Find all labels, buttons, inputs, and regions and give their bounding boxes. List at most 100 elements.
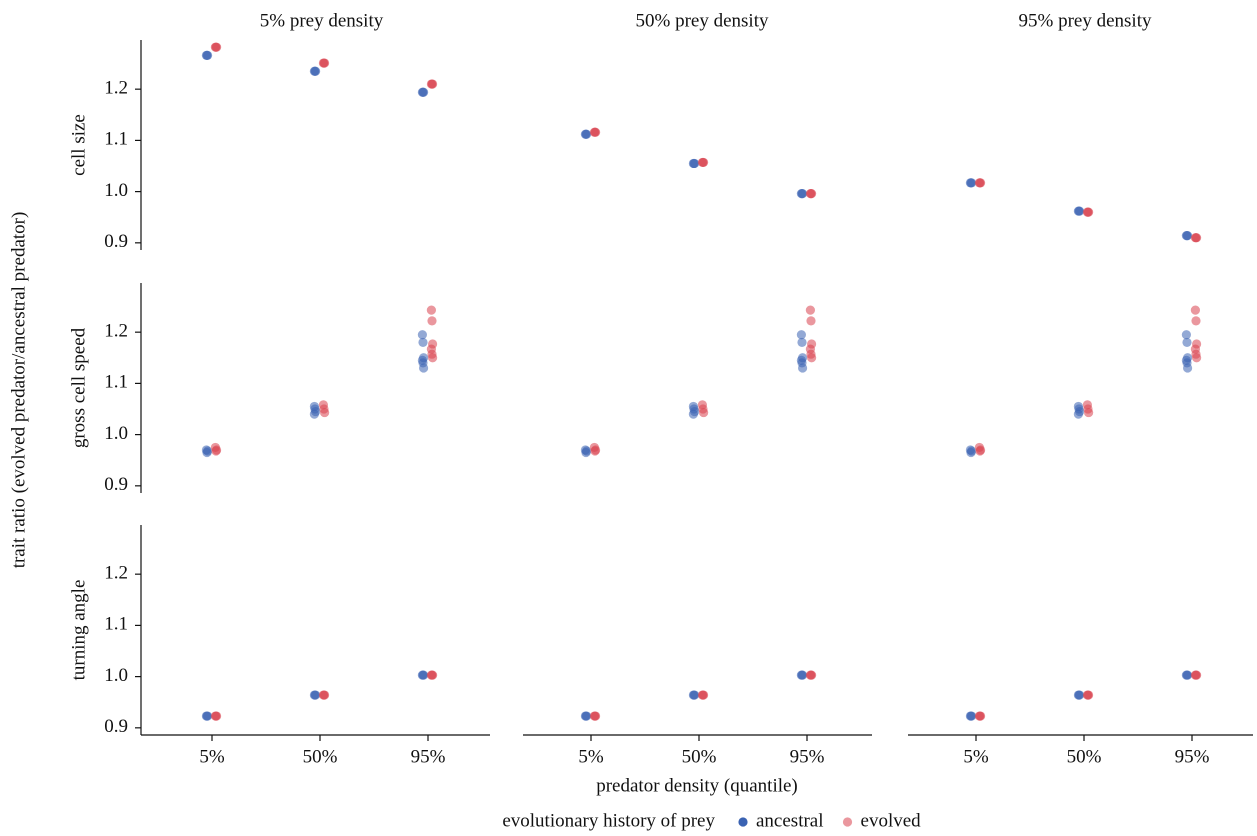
y-tick-label: 1.0 bbox=[104, 180, 128, 201]
data-point bbox=[967, 446, 977, 456]
data-point bbox=[320, 690, 330, 700]
x-tick-label: 50% bbox=[682, 746, 717, 767]
data-point bbox=[1073, 409, 1083, 419]
data-point bbox=[1183, 231, 1193, 241]
data-point bbox=[798, 670, 808, 680]
facet-row-label: turning angle bbox=[68, 580, 89, 681]
data-point bbox=[1084, 407, 1094, 418]
y-tick-label: 1.1 bbox=[104, 372, 128, 393]
data-point bbox=[967, 711, 977, 721]
data-point bbox=[309, 409, 319, 419]
data-point bbox=[1084, 690, 1094, 700]
data-point bbox=[1183, 670, 1193, 680]
data-point bbox=[798, 189, 808, 199]
data-point bbox=[1075, 690, 1085, 700]
data-point bbox=[320, 58, 330, 68]
legend-title: evolutionary history of prey bbox=[502, 810, 715, 831]
data-point bbox=[690, 690, 700, 700]
data-point bbox=[591, 711, 601, 721]
data-point bbox=[212, 711, 222, 721]
data-point bbox=[807, 670, 817, 680]
legend-label: evolved bbox=[861, 810, 922, 831]
data-point bbox=[428, 353, 438, 363]
facet-title: 5% prey density bbox=[260, 10, 384, 31]
data-point bbox=[798, 363, 808, 373]
data-point bbox=[1192, 233, 1202, 243]
data-point bbox=[417, 330, 427, 340]
data-point bbox=[203, 50, 213, 60]
x-tick-label: 50% bbox=[303, 746, 338, 767]
y-tick-label: 0.9 bbox=[104, 474, 128, 495]
data-point bbox=[1084, 207, 1094, 217]
data-point bbox=[806, 316, 816, 326]
data-point bbox=[690, 158, 700, 169]
data-point bbox=[699, 407, 709, 418]
data-point bbox=[419, 87, 429, 97]
data-point bbox=[1192, 353, 1202, 363]
data-point bbox=[418, 337, 428, 348]
x-tick-label: 5% bbox=[199, 746, 225, 767]
data-point bbox=[1075, 206, 1085, 216]
data-point bbox=[311, 66, 321, 76]
data-point bbox=[428, 79, 438, 89]
x-tick-label: 50% bbox=[1067, 746, 1102, 767]
legend-label: ancestral bbox=[756, 810, 824, 831]
data-point bbox=[1181, 330, 1191, 340]
data-point bbox=[1191, 316, 1201, 326]
data-point bbox=[976, 178, 986, 188]
data-point bbox=[1183, 363, 1193, 373]
data-point bbox=[796, 330, 807, 340]
data-point bbox=[203, 711, 213, 721]
y-axis-label: trait ratio (evolved predator/ancestral … bbox=[8, 212, 29, 569]
data-point bbox=[582, 446, 592, 456]
legend-marker bbox=[842, 817, 853, 827]
data-point bbox=[591, 445, 601, 455]
data-point bbox=[582, 129, 592, 139]
data-point bbox=[419, 670, 429, 680]
data-point bbox=[591, 127, 601, 137]
data-point bbox=[967, 178, 977, 188]
x-tick-label: 95% bbox=[790, 746, 825, 767]
facet-row-label: gross cell speed bbox=[68, 327, 89, 448]
y-tick-label: 1.2 bbox=[104, 321, 128, 342]
data-point bbox=[807, 353, 817, 363]
data-point bbox=[212, 445, 222, 455]
y-tick-label: 1.2 bbox=[104, 563, 128, 584]
y-tick-label: 0.9 bbox=[104, 231, 128, 252]
data-point bbox=[699, 157, 709, 168]
data-point bbox=[976, 445, 986, 455]
data-point bbox=[203, 446, 213, 456]
y-tick-label: 1.2 bbox=[104, 78, 128, 99]
data-point bbox=[797, 337, 807, 348]
x-tick-label: 5% bbox=[963, 746, 989, 767]
facet-row-label: cell size bbox=[68, 114, 89, 176]
data-point bbox=[805, 305, 816, 315]
data-point bbox=[428, 670, 438, 680]
x-tick-label: 5% bbox=[578, 746, 604, 767]
data-point bbox=[582, 711, 592, 721]
y-tick-label: 1.0 bbox=[104, 423, 128, 444]
data-point bbox=[1182, 337, 1192, 348]
data-point bbox=[212, 42, 222, 52]
data-point bbox=[1190, 305, 1200, 315]
data-point bbox=[427, 316, 437, 326]
data-point bbox=[419, 363, 429, 373]
data-point bbox=[699, 690, 709, 700]
y-tick-label: 1.1 bbox=[104, 129, 128, 150]
facet-title: 95% prey density bbox=[1019, 10, 1152, 31]
data-point bbox=[320, 407, 330, 418]
data-point bbox=[688, 409, 699, 419]
x-tick-label: 95% bbox=[411, 746, 446, 767]
y-tick-label: 1.0 bbox=[104, 665, 128, 686]
data-point bbox=[426, 305, 436, 315]
data-point bbox=[311, 690, 321, 700]
data-point bbox=[1192, 670, 1202, 680]
x-axis-label: predator density (quantile) bbox=[596, 775, 798, 796]
data-point bbox=[976, 711, 986, 721]
facet-title: 50% prey density bbox=[636, 10, 769, 31]
x-tick-label: 95% bbox=[1175, 746, 1210, 767]
y-tick-label: 0.9 bbox=[104, 716, 128, 737]
data-point bbox=[807, 189, 817, 199]
y-tick-label: 1.1 bbox=[104, 614, 128, 635]
